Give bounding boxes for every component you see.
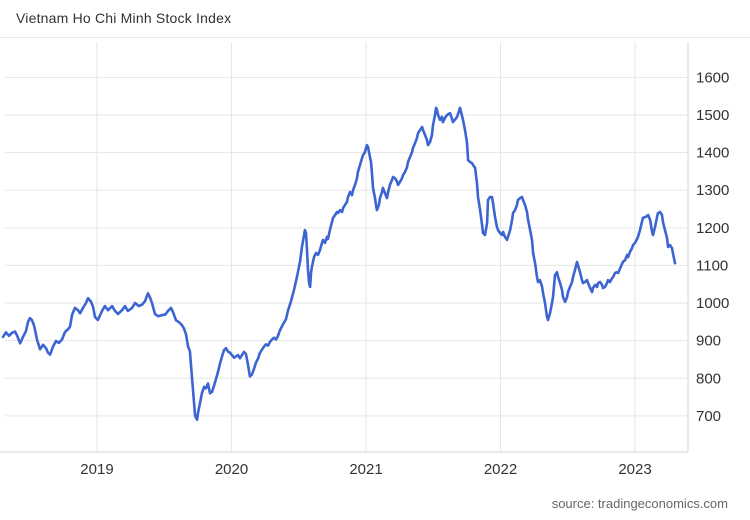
source-attribution: source: tradingeconomics.com [551,496,728,511]
chart-title: Vietnam Ho Chi Minh Stock Index [16,10,232,26]
y-tick-label: 1200 [696,220,729,237]
y-tick-label: 1300 [696,182,729,199]
x-tick-label: 2021 [349,461,382,478]
y-tick-label: 1500 [696,107,729,124]
y-tick-label: 1100 [696,257,728,274]
x-tick-label: 2019 [80,461,113,478]
y-tick-label: 800 [696,370,721,387]
y-tick-label: 900 [696,333,721,350]
x-tick-label: 2022 [484,461,517,478]
y-tick-label: 1000 [696,295,729,312]
x-tick-label: 2020 [215,461,248,478]
y-tick-label: 1400 [696,145,729,162]
title-divider [0,37,750,38]
x-tick-label: 2023 [618,461,651,478]
y-tick-label: 1600 [696,69,729,86]
y-tick-label: 700 [696,408,721,425]
price-line-series [1,106,677,422]
